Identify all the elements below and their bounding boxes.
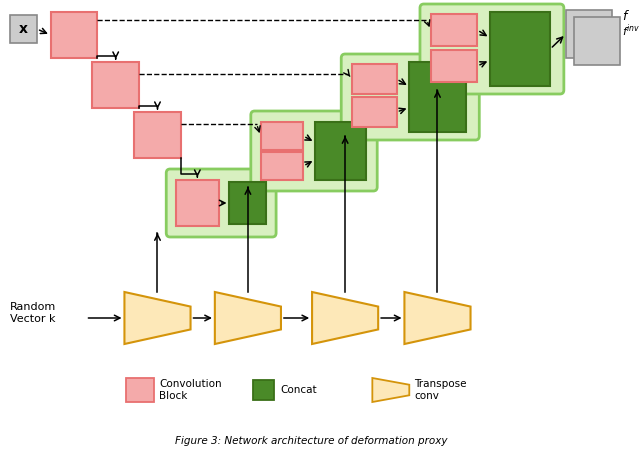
Bar	[134, 112, 181, 158]
Bar	[92, 62, 139, 108]
Polygon shape	[312, 292, 378, 344]
Bar	[431, 50, 477, 82]
Bar	[260, 122, 303, 150]
Text: f: f	[622, 10, 627, 23]
Text: Figure 3: Network architecture of deformation proxy: Figure 3: Network architecture of deform…	[175, 436, 447, 446]
Bar	[490, 12, 550, 86]
Bar	[253, 380, 274, 400]
Bar	[431, 14, 477, 46]
Text: Convolution
Block: Convolution Block	[159, 379, 222, 401]
Bar	[126, 378, 154, 402]
Bar	[566, 10, 612, 58]
Bar	[315, 122, 365, 180]
Bar	[10, 15, 37, 43]
Bar	[176, 180, 219, 226]
FancyBboxPatch shape	[420, 4, 564, 94]
Bar	[573, 17, 620, 65]
Bar	[51, 12, 97, 58]
FancyBboxPatch shape	[166, 169, 276, 237]
Polygon shape	[124, 292, 191, 344]
Bar	[352, 64, 397, 94]
Polygon shape	[215, 292, 281, 344]
FancyBboxPatch shape	[341, 54, 479, 140]
Polygon shape	[404, 292, 470, 344]
Polygon shape	[372, 378, 410, 402]
Text: Transpose
conv: Transpose conv	[414, 379, 467, 401]
Bar	[352, 97, 397, 127]
Bar	[229, 182, 266, 224]
Text: f$^{inv}$: f$^{inv}$	[622, 22, 640, 39]
Bar	[410, 62, 466, 132]
Text: x: x	[19, 22, 28, 36]
Text: Random
Vector k: Random Vector k	[10, 302, 56, 324]
Text: Concat: Concat	[280, 385, 317, 395]
Bar	[260, 152, 303, 180]
FancyBboxPatch shape	[251, 111, 377, 191]
